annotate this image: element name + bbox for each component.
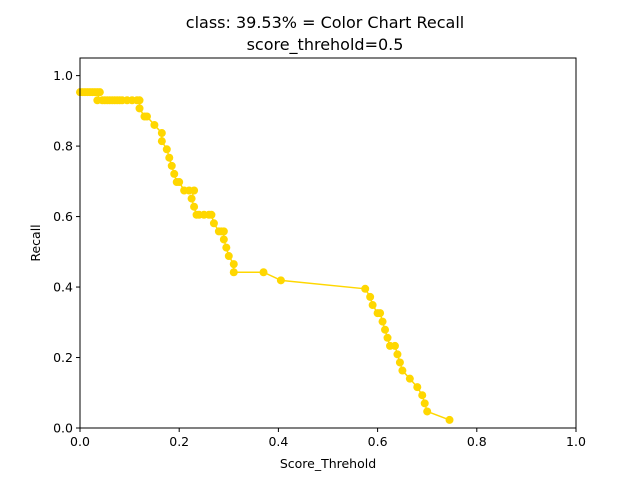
data-point: [383, 333, 392, 342]
data-point: [135, 104, 144, 113]
data-point: [368, 301, 377, 310]
data-point: [361, 284, 370, 293]
data-point: [170, 169, 179, 178]
data-point: [219, 235, 228, 244]
data-point: [393, 350, 402, 359]
x-tick-label: 0.2: [169, 434, 189, 449]
data-point: [395, 358, 404, 367]
y-tick-label: 0.8: [53, 139, 73, 154]
data-point: [376, 309, 385, 318]
data-point: [259, 268, 268, 277]
data-point: [187, 194, 196, 203]
data-point: [150, 120, 159, 129]
data-point: [157, 137, 166, 146]
data-point: [423, 407, 432, 416]
y-tick-label: 1.0: [53, 68, 73, 83]
data-point: [207, 210, 216, 219]
y-tick-label: 0.4: [53, 280, 73, 295]
y-tick-label: 0.0: [53, 421, 73, 436]
data-point: [222, 243, 231, 252]
x-tick-label: 1.0: [566, 434, 586, 449]
y-tick-label: 0.2: [53, 350, 73, 365]
x-axis-label: Score_Threhold: [280, 456, 376, 471]
data-point: [142, 112, 151, 121]
x-tick-label: 0.0: [70, 434, 90, 449]
data-point: [157, 129, 166, 138]
data-point: [209, 219, 218, 228]
data-point: [219, 227, 228, 236]
data-point: [405, 374, 414, 383]
data-point: [378, 317, 387, 326]
data-point: [276, 276, 285, 285]
chart-title: class: 39.53% = Color Chart Recall: [186, 13, 464, 32]
x-tick-label: 0.6: [368, 434, 388, 449]
series-line: [80, 91, 450, 421]
data-point: [445, 415, 454, 424]
data-point: [165, 153, 174, 162]
data-point: [167, 161, 176, 170]
x-tick-label: 0.8: [467, 434, 487, 449]
data-point: [381, 325, 390, 334]
data-point: [190, 202, 199, 211]
x-axis-ticks: 0.0 0.2 0.4 0.6 0.8 1.0: [70, 428, 586, 449]
data-point: [175, 178, 184, 187]
y-axis-label: Recall: [28, 224, 43, 261]
data-point: [224, 252, 233, 261]
data-point: [162, 145, 171, 154]
y-tick-label: 0.6: [53, 209, 73, 224]
data-point: [390, 341, 399, 350]
chart-subtitle: score_threhold=0.5: [247, 35, 404, 55]
x-tick-label: 0.4: [268, 434, 288, 449]
data-point: [229, 268, 238, 277]
data-point: [229, 260, 238, 269]
data-point: [366, 292, 375, 301]
data-point: [190, 186, 199, 195]
data-point: [420, 399, 429, 408]
y-axis-ticks: 0.0 0.2 0.4 0.6 0.8 1.0: [53, 68, 80, 436]
data-point: [95, 88, 104, 97]
data-point: [398, 366, 407, 375]
series-layer: [76, 88, 454, 424]
data-point: [413, 383, 422, 392]
data-point: [135, 96, 144, 105]
data-point: [418, 391, 427, 400]
plot-frame: [79, 57, 577, 429]
